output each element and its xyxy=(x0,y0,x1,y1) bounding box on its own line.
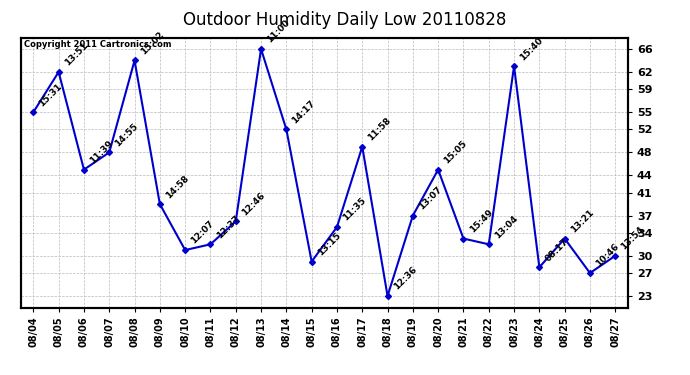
Text: 08:17: 08:17 xyxy=(544,237,570,263)
Text: 10:46: 10:46 xyxy=(594,242,621,269)
Text: 12:36: 12:36 xyxy=(392,265,418,292)
Text: 11:58: 11:58 xyxy=(366,116,393,142)
Text: 11:35: 11:35 xyxy=(341,196,368,223)
Text: 14:58: 14:58 xyxy=(164,173,190,200)
Text: 13:51: 13:51 xyxy=(63,41,90,68)
Text: 13:54: 13:54 xyxy=(620,225,646,252)
Text: 14:17: 14:17 xyxy=(290,99,317,125)
Text: 11:00: 11:00 xyxy=(265,18,292,45)
Text: 15:31: 15:31 xyxy=(37,81,64,108)
Text: 12:07: 12:07 xyxy=(189,219,216,246)
Text: 15:40: 15:40 xyxy=(518,36,545,62)
Text: 11:39: 11:39 xyxy=(88,139,115,165)
Text: 13:07: 13:07 xyxy=(417,185,444,211)
Text: 15:02: 15:02 xyxy=(139,30,165,56)
Text: Outdoor Humidity Daily Low 20110828: Outdoor Humidity Daily Low 20110828 xyxy=(184,11,506,29)
Text: 15:05: 15:05 xyxy=(442,139,469,165)
Text: Copyright 2011 Cartronics.com: Copyright 2011 Cartronics.com xyxy=(23,40,171,49)
Text: 13:15: 13:15 xyxy=(316,231,342,257)
Text: 15:49: 15:49 xyxy=(468,208,495,234)
Text: 13:21: 13:21 xyxy=(569,208,595,234)
Text: 13:04: 13:04 xyxy=(493,213,520,240)
Text: 14:55: 14:55 xyxy=(113,122,140,148)
Text: 12:37: 12:37 xyxy=(215,213,242,240)
Text: 12:46: 12:46 xyxy=(240,190,266,217)
